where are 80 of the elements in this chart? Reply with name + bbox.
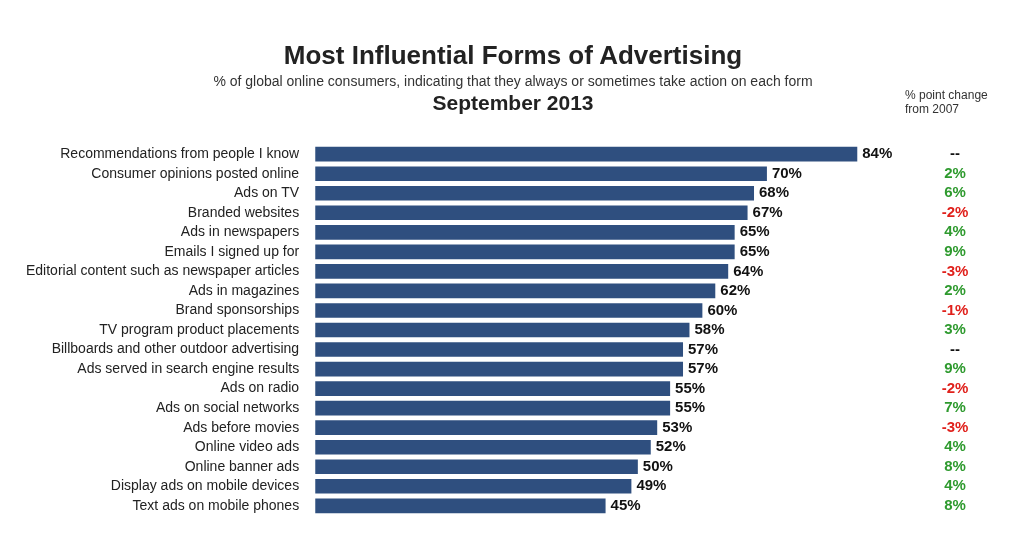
bar — [315, 303, 703, 318]
y-tick-label: Billboards and other outdoor advertising — [51, 340, 300, 357]
y-tick-label: Ads in newspapers — [180, 223, 300, 240]
y-tick-label: Ads before movies — [183, 418, 300, 435]
data-label: 55% — [675, 378, 706, 396]
text: 8% — [944, 456, 966, 474]
data-label: 84% — [862, 144, 893, 162]
bar — [315, 185, 755, 201]
bar — [315, 342, 684, 357]
text: 2% — [944, 163, 966, 181]
bar — [315, 400, 671, 416]
y-tick-label: Recommendations from people I know — [60, 145, 301, 162]
text: 6% — [944, 183, 966, 201]
y-tick-label: Online banner ads — [184, 457, 300, 474]
text: % point change from 2007 — [905, 88, 989, 116]
data-label: 55% — [675, 398, 706, 416]
data-label: 67% — [752, 202, 783, 220]
bar — [315, 439, 651, 455]
bar — [315, 420, 658, 436]
text: 9% — [944, 359, 966, 377]
chart-title: Most Influential Forms of Advertising — [282, 40, 744, 71]
bar — [315, 459, 638, 475]
data-label: 49% — [636, 476, 667, 494]
bar — [315, 244, 735, 260]
data-label: 62% — [720, 281, 751, 299]
y-tick-label: Ads in magazines — [188, 281, 300, 298]
text: 3% — [944, 320, 966, 338]
text: 2% — [944, 281, 966, 299]
data-label: 57% — [688, 339, 719, 357]
text: -1% — [941, 300, 969, 318]
bar — [315, 322, 690, 338]
text: 8% — [944, 495, 966, 513]
text: 7% — [944, 398, 966, 416]
data-label: 68% — [759, 183, 790, 201]
data-label: 52% — [655, 437, 686, 455]
text: -2% — [941, 378, 969, 396]
text: -- — [950, 339, 960, 357]
text: September 2013 — [432, 91, 594, 114]
text: -2% — [941, 202, 969, 220]
y-tick-label: Ads on radio — [220, 379, 300, 396]
bar — [315, 146, 858, 162]
y-tick-label: Emails I signed up for — [164, 242, 300, 259]
y-tick-label: TV program product placements — [99, 320, 300, 337]
y-tick-label: Ads on social networks — [155, 399, 300, 416]
data-label: 53% — [662, 417, 693, 435]
text: 4% — [944, 437, 966, 455]
data-label: 45% — [610, 495, 641, 513]
text: -3% — [941, 417, 969, 435]
y-tick-label: Display ads on mobile devices — [110, 477, 300, 494]
data-label: 65% — [739, 222, 770, 240]
bar — [315, 478, 632, 494]
bar — [315, 224, 735, 240]
bar — [315, 381, 671, 396]
bar — [315, 283, 716, 299]
data-label: 50% — [642, 456, 673, 474]
y-tick-label: Ads on TV — [234, 184, 300, 201]
bar — [315, 264, 729, 279]
y-tick-label: Online video ads — [194, 438, 300, 455]
y-tick-label: Text ads on mobile phones — [132, 496, 300, 513]
data-label: 57% — [688, 359, 719, 377]
text: -3% — [941, 261, 969, 279]
bar — [315, 166, 767, 182]
data-label: 64% — [733, 261, 764, 279]
text: 4% — [944, 222, 966, 240]
data-label: 58% — [694, 320, 725, 338]
y-tick-label: Consumer opinions posted online — [91, 164, 300, 181]
data-label: 70% — [771, 163, 802, 181]
y-tick-label: Branded websites — [187, 203, 300, 220]
text: 9% — [944, 241, 966, 259]
text: -- — [950, 144, 960, 162]
text: 4% — [944, 476, 966, 494]
y-tick-label: Brand sponsorships — [175, 301, 300, 318]
bar — [315, 498, 606, 514]
data-label: 60% — [707, 300, 738, 318]
data-label: 65% — [739, 241, 770, 259]
bar — [315, 205, 748, 221]
y-tick-label: Ads served in search engine results — [77, 359, 300, 376]
y-tick-label: Editorial content such as newspaper articles — [25, 262, 300, 279]
chart-subtitle: % of global online consumers, indicating that they always or sometimes take action on each form — [212, 73, 814, 89]
bar — [315, 361, 684, 377]
